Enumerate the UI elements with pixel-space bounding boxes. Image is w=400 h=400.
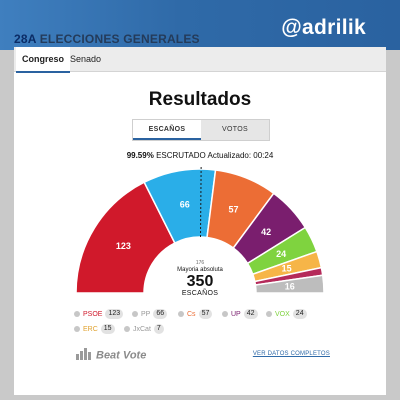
page-title: 28A ELECCIONES GENERALES: [14, 32, 200, 46]
seat-arc-psoe: [75, 181, 176, 294]
legend-row-2: ERC 15 JxCat 7: [74, 324, 194, 336]
toggle-seats[interactable]: ESCAÑOS: [133, 120, 201, 140]
seat-arc-others: [254, 274, 325, 294]
seats-votes-toggle: ESCAÑOS VOTOS: [132, 119, 270, 141]
seat-value-label-others: 16: [285, 282, 295, 292]
seat-value-label-up: 42: [261, 227, 271, 237]
title-prefix: 28A: [14, 32, 37, 46]
legend-dot: [74, 311, 80, 318]
brand-logo: Beat Vote: [76, 348, 146, 363]
legend-dot: [74, 326, 80, 333]
seat-value-label-psoe: 123: [116, 241, 131, 251]
legend-dot: [178, 311, 184, 318]
seat-value-label-erc: 15: [282, 264, 292, 274]
legend-count: 123: [105, 309, 124, 320]
legend-dot: [124, 326, 130, 333]
legend-vox: VOX 24: [266, 309, 307, 321]
total-seats-label: ESCAÑOS: [181, 290, 219, 297]
scrutiny-status: 99.59% ESCRUTADO Actualizado: 00:24: [14, 151, 386, 160]
legend-count: 66: [153, 309, 168, 320]
legend-pp: PP 66: [132, 309, 168, 321]
seat-hemicycle-chart: 123 66 57 42 24 15 16: [75, 167, 325, 294]
legend-count: 15: [100, 324, 115, 335]
results-panel: Congreso Senado Resultados ESCAÑOS VOTOS…: [14, 47, 386, 395]
legend-label: PSOE: [83, 311, 103, 318]
legend-count: 7: [153, 324, 164, 335]
majority-value: 176: [195, 260, 205, 266]
legend-dot: [266, 311, 272, 318]
legend-dot: [222, 311, 228, 318]
legend-erc: ERC 15: [74, 324, 115, 336]
legend-label: ERC: [83, 326, 98, 333]
legend-dot: [132, 311, 138, 318]
legend-count: 57: [198, 309, 213, 320]
legend-psoe: PSOE 123: [74, 309, 124, 321]
majority-label: Mayoria absoluta: [177, 267, 223, 273]
watermark-handle: @adrilik: [281, 16, 366, 39]
brand-name: Beat Vote: [96, 349, 147, 362]
legend-label: Cs: [187, 311, 196, 318]
seat-value-label-pp: 66: [180, 199, 190, 209]
legend-count: 24: [292, 309, 307, 320]
seat-value-label-vox: 24: [276, 249, 286, 259]
legend-count: 42: [243, 309, 258, 320]
legend-label: UP: [231, 311, 241, 318]
toggle-votes[interactable]: VOTOS: [201, 120, 269, 140]
bars-icon: [76, 348, 92, 363]
legend-label: PP: [141, 311, 151, 318]
legend-jxcat: JxCat 7: [124, 324, 164, 336]
hemicycle-arcs: 123 66 57 42 24 15 16: [75, 168, 325, 294]
top-banner: @adrilik: [0, 0, 400, 50]
tab-senado[interactable]: Senado: [70, 54, 102, 64]
legend-label: JxCat: [133, 326, 151, 333]
results-heading: Resultados: [148, 89, 252, 110]
seat-value-label-cs: 57: [228, 204, 238, 214]
legend-label: VOX: [275, 311, 290, 318]
legend-row-1: PSOE 123 PP 66 Cs 57 UP 42 VOX 24: [74, 309, 334, 321]
tab-congreso[interactable]: Congreso: [16, 47, 71, 73]
legend-cs: Cs 57: [178, 309, 213, 321]
scrutiny-percent: 99.59%: [126, 151, 154, 160]
total-seats: 350: [186, 273, 214, 290]
chamber-tabs: Congreso Senado: [14, 47, 386, 73]
title-text: ELECCIONES GENERALES: [39, 32, 200, 46]
legend-up: UP 42: [222, 309, 258, 321]
full-data-link[interactable]: VER DATOS COMPLETOS: [252, 351, 330, 357]
scrutiny-text: ESCRUTADO Actualizado: 00:24: [156, 151, 274, 160]
